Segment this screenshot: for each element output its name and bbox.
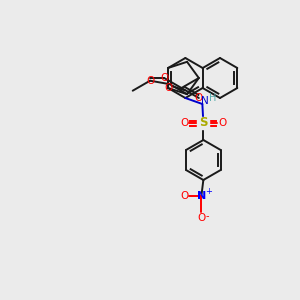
Text: O: O xyxy=(195,93,203,103)
Text: H: H xyxy=(209,93,216,103)
Text: O: O xyxy=(146,76,154,86)
Text: O: O xyxy=(164,83,172,93)
Text: O: O xyxy=(218,118,226,128)
Text: +: + xyxy=(205,187,212,196)
Text: N: N xyxy=(197,191,206,201)
Text: O: O xyxy=(180,118,188,128)
Text: -: - xyxy=(206,211,209,221)
Text: N: N xyxy=(202,96,209,106)
Bar xyxy=(197,117,209,129)
Text: S: S xyxy=(199,116,208,130)
Text: O: O xyxy=(180,191,188,201)
Text: O: O xyxy=(197,213,206,223)
Text: O: O xyxy=(160,73,168,83)
